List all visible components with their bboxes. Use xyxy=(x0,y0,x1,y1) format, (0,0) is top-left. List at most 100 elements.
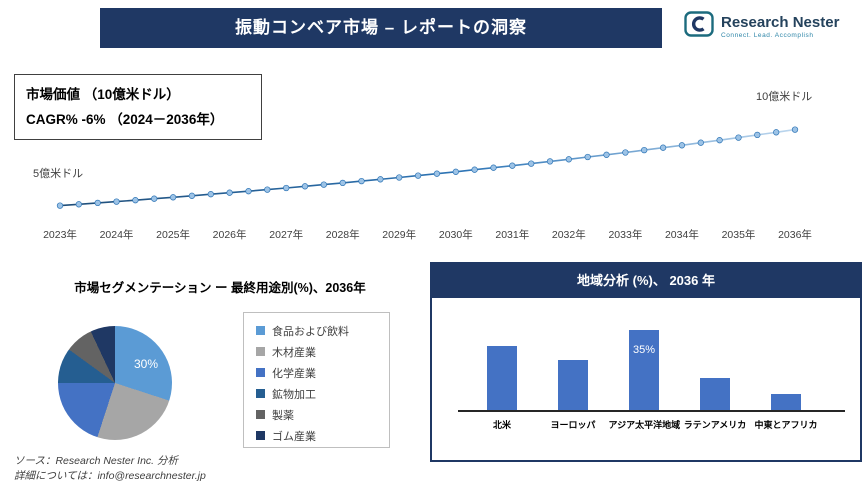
legend-swatch xyxy=(256,368,265,377)
line-marker xyxy=(414,172,422,179)
line-marker xyxy=(528,160,535,167)
legend-label: 鉱物加工 xyxy=(272,388,316,401)
page-title-text: 振動コンベア市場 – レポートの洞察 xyxy=(235,18,527,37)
research-nester-logo-icon xyxy=(684,11,714,42)
bar-chart-title: 地域分析 (%)、 2036 年 xyxy=(432,264,860,298)
legend-item: 鉱物加工 xyxy=(256,383,389,404)
bar xyxy=(629,330,659,410)
line-marker xyxy=(791,126,799,133)
line-marker xyxy=(452,168,459,175)
line-marker xyxy=(339,179,346,187)
line-marker xyxy=(113,198,120,205)
line-marker xyxy=(735,134,742,141)
line-marker xyxy=(264,186,271,193)
legend-swatch xyxy=(256,326,265,335)
line-marker xyxy=(226,189,233,196)
x-axis-tick-label: 2032年 xyxy=(552,228,586,241)
x-axis-tick-label: 2025年 xyxy=(156,228,190,241)
x-axis-tick-label: 2024年 xyxy=(100,228,134,241)
research-nester-logo: Research Nester Connect. Lead. Accomplis… xyxy=(684,11,839,42)
bar xyxy=(558,359,588,410)
line-marker xyxy=(245,188,252,195)
line-marker xyxy=(94,199,101,207)
line-chart-end-value-label: 10億米ドル xyxy=(756,91,813,103)
bar xyxy=(771,394,801,410)
line-marker xyxy=(377,176,384,183)
x-axis-tick-label: 2023年 xyxy=(43,228,77,241)
contact-note: 詳細については：info@researchnester.jp xyxy=(14,470,206,482)
x-axis-tick-label: 2028年 xyxy=(326,228,360,241)
legend-swatch xyxy=(256,431,265,440)
x-axis-tick-label: 2033年 xyxy=(608,228,642,241)
legend-item: 製薬 xyxy=(256,404,389,425)
line-marker xyxy=(773,129,780,136)
line-marker xyxy=(678,142,686,149)
market-value-label: 市場価値 （10億米ドル） xyxy=(26,86,180,102)
legend-label: ゴム産業 xyxy=(272,430,316,443)
line-marker xyxy=(697,139,704,146)
line-marker xyxy=(490,164,497,171)
logo-name: Research Nester xyxy=(721,13,840,31)
x-axis-tick-label: 2026年 xyxy=(213,228,247,241)
legend-item: 食品および飲料 xyxy=(256,320,389,341)
legend-item: 化学産業 xyxy=(256,362,389,383)
line-marker xyxy=(659,144,667,151)
x-axis-tick-label: 2030年 xyxy=(439,228,473,241)
market-value-info-box: 市場価値 （10億米ドル） CAGR% -6% （2024－2036年） xyxy=(14,74,262,140)
line-marker xyxy=(56,202,64,209)
line-marker xyxy=(565,156,572,163)
line-marker xyxy=(546,158,554,165)
x-axis-tick-label: 2027年 xyxy=(269,228,303,241)
line-marker xyxy=(716,137,723,144)
end-use-pie-chart xyxy=(58,326,172,440)
bar xyxy=(487,346,517,410)
line-chart-start-value-label: 5億米ドル xyxy=(33,168,84,180)
legend-label: 化学産業 xyxy=(272,367,316,380)
logo-tagline: Connect. Lead. Accomplish xyxy=(721,31,814,39)
pie-data-label: 30% xyxy=(133,357,159,371)
line-marker xyxy=(433,170,441,177)
cagr-label: CAGR% -6% （2024－2036年） xyxy=(26,111,224,127)
bar-category-label: アジア太平洋地域 xyxy=(608,420,681,430)
line-marker xyxy=(188,192,196,199)
bar-data-label: 35% xyxy=(632,344,656,356)
line-marker xyxy=(509,162,516,169)
page-title: 振動コンベア市場 – レポートの洞察 xyxy=(100,8,662,48)
bar-category-label: 中東とアフリカ xyxy=(754,420,818,430)
legend-label: 製薬 xyxy=(272,409,294,422)
pie-legend: 食品および飲料木材産業化学産業鉱物加工製薬ゴム産業 xyxy=(243,312,390,448)
line-series xyxy=(59,128,796,207)
market-value-line-chart: 2023年 2024年 2025年 2026年 2027年 2028年 2029年 2030年… xyxy=(43,126,812,241)
line-marker xyxy=(584,153,591,161)
x-axis-tick-label: 2031年 xyxy=(495,228,529,241)
regional-bar-chart: 北米 ヨーロッパ 35% アジア太平洋地域 ラテンアメリカ 中東とアフリカ xyxy=(458,296,845,430)
logo-text: Research Nester Connect. Lead. Accomplis… xyxy=(721,15,839,39)
pie-chart-title: 市場セグメンテーション ー 最終用途別(%)、2036年 xyxy=(74,281,366,295)
bar xyxy=(700,378,730,410)
line-marker xyxy=(320,181,327,188)
legend-label: 木材産業 xyxy=(272,346,316,359)
line-marker xyxy=(132,197,139,204)
line-marker xyxy=(358,177,365,185)
source-note: ソース：Research Nester Inc. 分析 xyxy=(14,455,179,467)
bar-category-label: 北米 xyxy=(492,420,511,430)
legend-item: 木材産業 xyxy=(256,341,389,362)
x-axis-tick-label: 2036年 xyxy=(778,228,812,241)
line-marker xyxy=(283,184,290,192)
x-axis-tick-label: 2029年 xyxy=(382,228,416,241)
bar-category-label: ヨーロッパ xyxy=(550,420,596,430)
line-marker xyxy=(622,149,629,156)
line-marker xyxy=(754,131,761,139)
line-marker xyxy=(301,183,309,190)
bar-category-label: ラテンアメリカ xyxy=(683,420,747,430)
legend-swatch xyxy=(256,389,265,398)
regional-analysis-panel: 地域分析 (%)、 2036 年 北米 ヨーロッパ 35% アジア太平洋地域 ラテンアメ… xyxy=(430,262,862,462)
line-marker xyxy=(396,174,403,181)
x-axis-tick-label: 2035年 xyxy=(722,228,756,241)
line-marker xyxy=(207,191,214,198)
line-marker xyxy=(641,146,648,154)
legend-swatch xyxy=(256,410,265,419)
line-marker xyxy=(75,201,82,208)
line-marker xyxy=(603,151,610,158)
